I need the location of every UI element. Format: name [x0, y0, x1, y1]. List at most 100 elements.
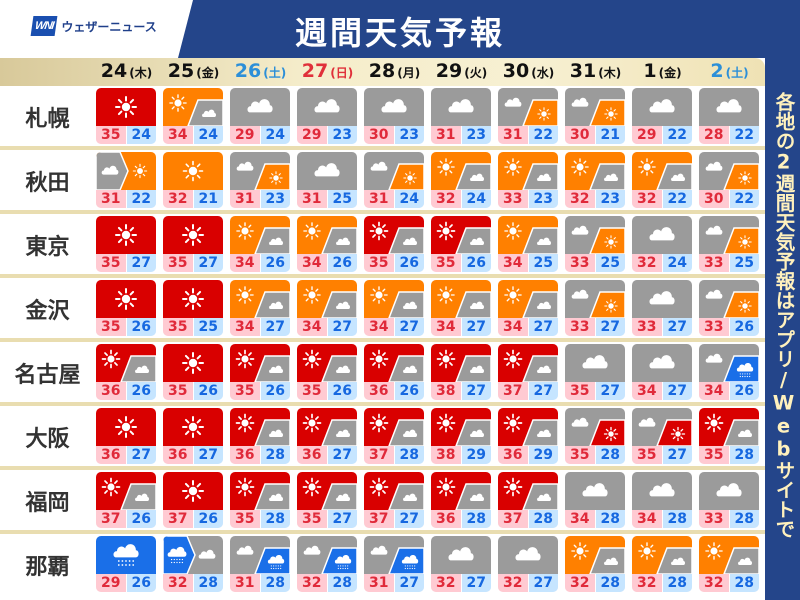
weather-icon [297, 536, 357, 574]
cloud-icon [537, 493, 551, 501]
cloud-icon [705, 289, 723, 299]
forecast-card: 37 28 [364, 408, 424, 464]
weather-icon [431, 88, 491, 126]
high-temp: 32 [565, 574, 596, 592]
weather-icon [297, 472, 357, 510]
day-of-week: (土) [263, 66, 287, 80]
low-temp: 25 [528, 254, 558, 272]
temperature-row: 31 27 [364, 574, 424, 592]
city-name: 秋田 [25, 171, 70, 196]
temperature-row: 31 24 [364, 190, 424, 208]
temperature-row: 32 23 [565, 190, 625, 208]
forecast-card: 37 26 [163, 472, 223, 528]
cloud-icon [537, 429, 551, 437]
hot-sun-icon [369, 221, 389, 241]
low-temp: 26 [193, 382, 223, 400]
cloud-icon [738, 557, 752, 565]
rain-icon [267, 554, 285, 570]
forecast-card: 32 22 [632, 152, 692, 208]
sun-icon [738, 171, 752, 185]
forecast-card: 35 26 [230, 344, 290, 400]
forecast-card: 34 27 [431, 280, 491, 336]
forecast-card: 36 27 [163, 408, 223, 464]
sun-icon [132, 163, 148, 179]
sun-icon [504, 158, 522, 176]
hot-sun-icon [182, 416, 204, 438]
sun-icon [571, 158, 589, 176]
day-of-week: (月) [397, 66, 421, 80]
high-temp: 33 [565, 318, 596, 336]
forecast-card: 31 22 [498, 88, 558, 144]
date-number: 26 [234, 60, 262, 82]
day-of-week: (金) [658, 66, 682, 80]
temperature-row: 34 28 [632, 510, 692, 528]
sun-icon [303, 222, 321, 240]
hot-sun-icon [101, 477, 121, 497]
high-temp: 36 [364, 382, 395, 400]
weather-icon [230, 216, 290, 254]
temperature-row: 35 26 [364, 254, 424, 272]
high-temp: 35 [163, 382, 194, 400]
high-temp: 35 [565, 446, 596, 464]
temperature-row: 37 28 [498, 510, 558, 528]
high-temp: 37 [96, 510, 127, 528]
sun-icon [638, 158, 656, 176]
cloud-icon [537, 237, 551, 245]
high-temp: 35 [297, 382, 328, 400]
weather-icon [498, 472, 558, 510]
temperature-row: 36 29 [498, 446, 558, 464]
cloud-icon [638, 417, 656, 427]
date-header-1: 25 (金) [160, 60, 227, 82]
high-temp: 31 [230, 190, 261, 208]
weather-icon [364, 152, 424, 190]
temperature-row: 31 22 [498, 126, 558, 144]
forecast-card: 31 23 [230, 152, 290, 208]
date-header-8: 1 (金) [629, 60, 696, 82]
hot-sun-icon [369, 413, 389, 433]
low-temp: 26 [327, 382, 357, 400]
forecast-card: 31 22 [96, 152, 156, 208]
high-temp: 34 [230, 318, 261, 336]
cloud-icon [705, 161, 723, 171]
low-temp: 26 [126, 510, 156, 528]
cloud-icon [403, 301, 417, 309]
forecast-card: 34 24 [163, 88, 223, 144]
rain-icon [401, 554, 419, 570]
high-temp: 31 [96, 190, 127, 208]
sun-icon [303, 286, 321, 304]
weather-icon [163, 408, 223, 446]
temperature-row: 36 27 [96, 446, 156, 464]
cloud-icon [649, 291, 675, 305]
low-temp: 26 [729, 318, 759, 336]
high-temp: 32 [632, 574, 663, 592]
forecast-card: 37 28 [498, 472, 558, 528]
cloud-icon [236, 161, 254, 171]
weather-icon [632, 472, 692, 510]
forecast-card: 38 29 [431, 408, 491, 464]
temperature-row: 32 28 [632, 574, 692, 592]
forecast-card: 34 26 [230, 216, 290, 272]
high-temp: 28 [699, 126, 730, 144]
high-temp: 33 [632, 318, 663, 336]
sun-icon [604, 107, 618, 121]
low-temp: 27 [394, 318, 424, 336]
low-temp: 28 [662, 510, 692, 528]
high-temp: 34 [632, 510, 663, 528]
low-temp: 28 [193, 574, 223, 592]
forecast-card: 34 28 [632, 472, 692, 528]
high-temp: 32 [163, 574, 194, 592]
temperature-row: 35 26 [96, 318, 156, 336]
low-temp: 27 [662, 446, 692, 464]
date-number: 1 [643, 60, 657, 82]
temperature-row: 32 28 [699, 574, 759, 592]
forecast-card: 36 26 [96, 344, 156, 400]
high-temp: 32 [431, 190, 462, 208]
city-name: 名古屋 [14, 363, 81, 388]
temperature-row: 35 26 [230, 382, 290, 400]
temperature-row: 30 22 [699, 190, 759, 208]
forecast-card: 34 27 [632, 344, 692, 400]
forecast-card: 35 26 [163, 344, 223, 400]
sun-icon [504, 286, 522, 304]
high-temp: 35 [230, 510, 261, 528]
temperature-row: 33 26 [699, 318, 759, 336]
